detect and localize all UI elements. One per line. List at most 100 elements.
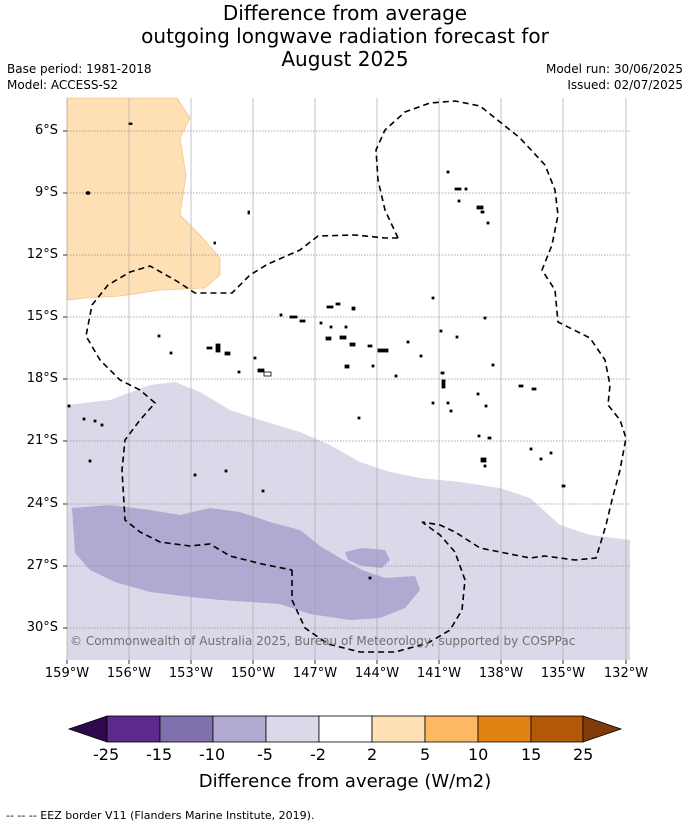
island [529, 447, 533, 451]
colorbar-tick-label: 2 [367, 745, 378, 764]
island [247, 210, 250, 215]
colorbar-tick-label: -5 [257, 745, 273, 764]
lat-label: 24°S [26, 496, 58, 511]
island [157, 334, 161, 338]
island [561, 484, 566, 488]
colorbar-tick-label: 10 [468, 745, 489, 764]
island [206, 346, 213, 350]
island [351, 306, 356, 311]
island [128, 122, 133, 125]
model-run-date: Model run: 30/06/2025 [545, 62, 683, 76]
island [455, 335, 459, 339]
lon-label: 153°W [168, 666, 214, 681]
colorbar-swatch [530, 715, 584, 743]
island [257, 368, 265, 373]
axis-ticks [63, 130, 627, 664]
lat-label: 12°S [26, 247, 58, 262]
island [431, 401, 435, 405]
colorbar [67, 715, 623, 743]
colorbar-extend-low [67, 715, 108, 743]
copyright-notice: © Commonwealth of Australia 2025, Bureau… [70, 634, 576, 648]
island [344, 364, 350, 369]
island [446, 401, 450, 405]
lon-label: 138°W [478, 666, 524, 681]
island [67, 404, 71, 408]
eez-border-north [375, 100, 627, 561]
island [329, 325, 333, 329]
island [82, 417, 86, 421]
lat-label: 21°S [26, 433, 58, 448]
eez-border-south [291, 521, 466, 653]
colorbar-swatch [106, 715, 161, 743]
island [457, 199, 461, 203]
base-period: Base period: 1981-2018 [7, 62, 152, 76]
negative-anomaly-patch-medium [345, 548, 390, 568]
model-name: Model: ACCESS-S2 [7, 78, 119, 92]
island [406, 340, 410, 344]
island [93, 419, 97, 423]
lon-label: 159°W [44, 666, 90, 681]
island [344, 325, 348, 329]
island [431, 296, 435, 300]
lat-label: 9°S [34, 185, 58, 200]
lat-label: 15°S [26, 309, 58, 324]
island [419, 354, 423, 358]
island [299, 319, 306, 323]
colorbar-tick-label: 15 [521, 745, 542, 764]
island [215, 343, 221, 353]
title-line-1: Difference from average [222, 1, 468, 25]
island [449, 409, 453, 413]
colorbar-swatch [159, 715, 214, 743]
title-line-2: outgoing longwave radiation forecast for [141, 24, 549, 48]
lon-label: 156°W [106, 666, 152, 681]
title-line-3: August 2025 [281, 47, 409, 71]
island [549, 451, 553, 455]
island [349, 342, 356, 347]
island [480, 210, 485, 214]
colorbar-tick-label: -25 [93, 745, 120, 764]
colorbar-swatch [265, 715, 320, 743]
lat-label: 6°S [34, 123, 58, 138]
island [253, 356, 257, 360]
island [454, 187, 462, 191]
island [483, 316, 487, 320]
colorbar-tick-label: -15 [146, 745, 173, 764]
island [224, 469, 228, 473]
colorbar-tick-label: -10 [199, 745, 226, 764]
island [440, 371, 445, 375]
island [263, 371, 272, 377]
island [85, 191, 91, 195]
lon-label: 150°W [230, 666, 276, 681]
island [484, 404, 488, 408]
island [289, 315, 298, 319]
colorbar-swatch [371, 715, 426, 743]
colorbar-title: Difference from average (W/m2) [198, 771, 492, 792]
colorbar-swatch [318, 715, 373, 743]
island [441, 379, 446, 389]
eez-borders [85, 100, 627, 653]
island [367, 344, 373, 348]
lon-label: 144°W [354, 666, 400, 681]
island [483, 464, 487, 468]
island [477, 434, 481, 438]
island [339, 335, 347, 340]
gridlines-lat [67, 130, 630, 629]
island [531, 387, 537, 391]
island [100, 423, 104, 427]
island [88, 459, 92, 463]
island [261, 489, 265, 493]
island [319, 321, 323, 325]
island [335, 302, 341, 306]
colorbar-tick-label: 5 [420, 745, 431, 764]
lon-label: 135°W [540, 666, 586, 681]
island [486, 221, 490, 225]
island [371, 364, 375, 368]
island [491, 363, 495, 367]
island [464, 187, 468, 191]
eez-border-west [85, 234, 398, 571]
positive-anomaly-region [66, 97, 221, 301]
island [169, 351, 173, 355]
colorbar-swatch [212, 715, 267, 743]
lat-label: 18°S [26, 371, 58, 386]
